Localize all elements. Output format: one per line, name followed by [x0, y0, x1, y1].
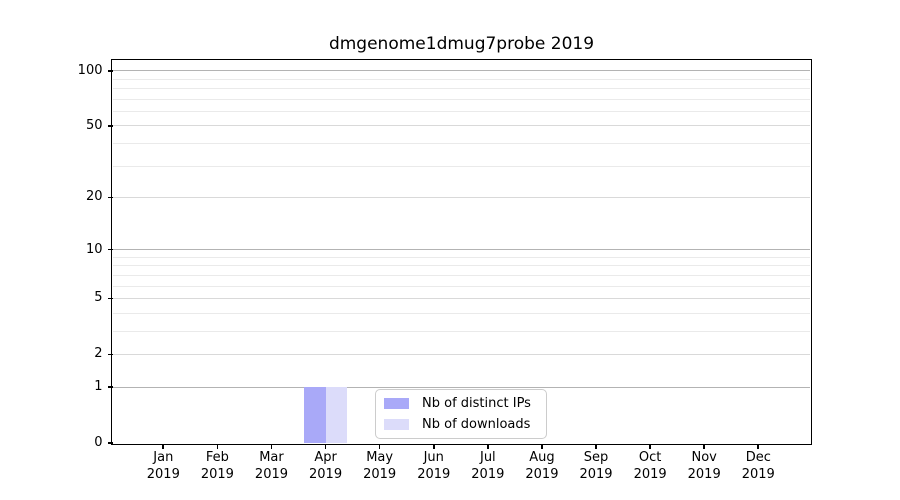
y-tick-label-20: 20	[85, 189, 103, 205]
legend-swatch-nb-of-downloads	[384, 419, 409, 430]
gridline-y-8	[113, 265, 810, 267]
legend-row: Nb of downloads	[384, 416, 538, 433]
chart-title: dmgenome1dmug7probe 2019	[328, 34, 595, 54]
x-tick-label-apr: Apr 2019	[309, 450, 343, 482]
gridline-y-40	[113, 142, 810, 144]
gridline-y-90	[113, 78, 810, 80]
legend-label: Nb of distinct IPs	[422, 396, 531, 411]
gridline-y-5	[113, 297, 810, 299]
x-tick-mark-jan	[162, 443, 165, 449]
y-tick-mark-2	[107, 353, 113, 356]
x-tick-mark-feb	[216, 443, 219, 449]
gridline-y-50	[113, 125, 810, 127]
y-tick-mark-5	[107, 297, 113, 300]
x-tick-label-dec: Dec 2019	[741, 450, 775, 482]
x-tick-label-aug: Aug 2019	[525, 450, 559, 482]
y-tick-mark-10	[107, 248, 113, 251]
legend: Nb of distinct IPs Nb of downloads	[375, 389, 547, 439]
y-tick-label-10: 10	[85, 241, 103, 257]
gridline-y-100	[113, 70, 810, 72]
x-tick-mark-may	[378, 443, 381, 449]
x-tick-label-jul: Jul 2019	[471, 450, 505, 482]
y-tick-mark-0	[107, 442, 113, 444]
bar-nb-of-downloads-apr	[325, 387, 348, 443]
x-tick-mark-oct	[649, 443, 651, 449]
x-tick-mark-sep	[595, 443, 597, 449]
x-tick-mark-aug	[541, 443, 543, 449]
x-tick-label-feb: Feb 2019	[200, 450, 234, 482]
y-tick-mark-1	[107, 386, 113, 388]
gridline-y-70	[113, 98, 810, 100]
y-tick-label-0: 0	[94, 435, 103, 450]
gridline-y-30	[113, 165, 810, 167]
x-tick-label-oct: Oct 2019	[633, 450, 667, 482]
gridline-y-80	[113, 88, 810, 90]
gridline-y-1	[113, 386, 810, 388]
y-tick-mark-50	[107, 125, 113, 127]
x-tick-mark-nov	[703, 443, 706, 449]
gridline-y-10	[113, 249, 810, 251]
gridline-y-3	[113, 330, 810, 332]
y-tick-mark-100	[107, 69, 113, 72]
legend-label: Nb of downloads	[422, 417, 531, 432]
y-tick-mark-20	[107, 196, 113, 199]
y-tick-label-1: 1	[94, 379, 103, 395]
gridline-y-6	[113, 285, 810, 287]
plot-area	[113, 61, 810, 443]
gridline-y-9	[113, 256, 810, 258]
x-tick-mark-dec	[757, 443, 760, 449]
x-tick-label-jun: Jun 2019	[417, 450, 451, 482]
x-tick-label-may: May 2019	[363, 450, 397, 482]
x-tick-label-mar: Mar 2019	[254, 450, 289, 482]
x-tick-label-jan: Jan 2019	[146, 450, 180, 482]
y-tick-label-5: 5	[94, 290, 103, 306]
gridline-y-4	[113, 312, 810, 314]
legend-swatch-nb-of-distinct-ips	[384, 398, 409, 409]
x-tick-mark-jun	[432, 443, 435, 449]
y-tick-label-100: 100	[77, 62, 103, 78]
gridline-y-2	[113, 353, 810, 355]
bar-nb-of-distinct-ips-apr	[303, 387, 326, 443]
legend-row: Nb of distinct IPs	[384, 395, 538, 412]
x-tick-label-sep: Sep 2019	[579, 450, 613, 482]
x-tick-mark-jul	[486, 443, 489, 449]
gridline-y-7	[113, 274, 810, 276]
gridline-y-20	[113, 196, 810, 198]
x-tick-mark-mar	[270, 443, 273, 449]
x-tick-label-nov: Nov 2019	[687, 450, 721, 482]
gridline-y-60	[113, 110, 810, 112]
y-tick-label-50: 50	[85, 117, 103, 133]
x-tick-mark-apr	[324, 443, 327, 449]
y-tick-label-2: 2	[94, 346, 103, 362]
